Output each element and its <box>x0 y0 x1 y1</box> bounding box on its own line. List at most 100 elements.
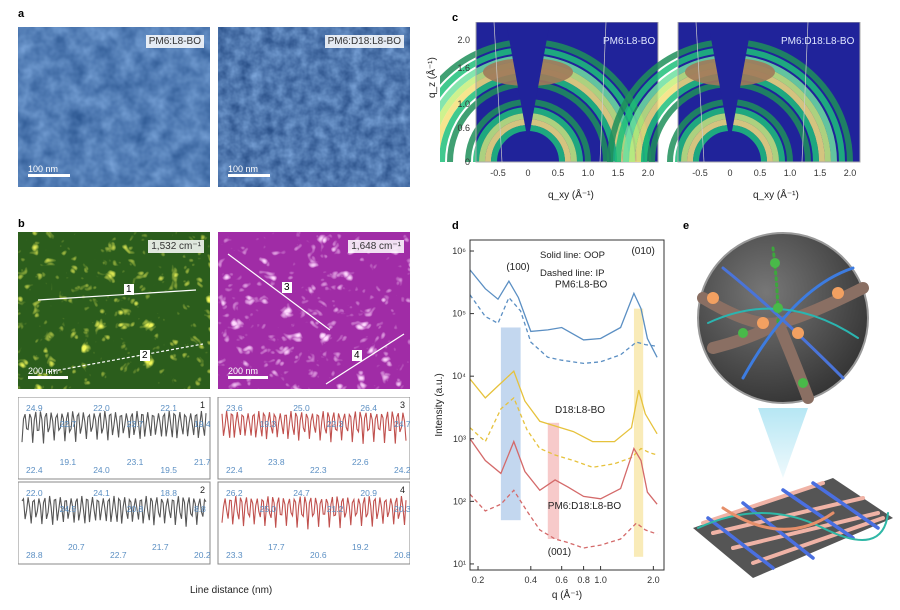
profile-trace-2 <box>21 495 207 527</box>
y-tick: 10⁶ <box>452 246 466 256</box>
profile-value: 21.7 <box>194 457 211 467</box>
afm-image-pm6-d18-l8bo: PM6:D18:L8-BO 100 nm <box>218 27 410 187</box>
profile-value: 19.2 <box>352 542 369 552</box>
profile-id-4: 4 <box>400 485 405 495</box>
afm-texture <box>18 27 210 187</box>
profile-xtick: 200 <box>281 571 296 572</box>
afm-texture-2 <box>218 27 410 187</box>
series-label: D18:L8-BO <box>555 405 605 416</box>
afm-label-2: PM6:D18:L8-BO <box>324 35 404 48</box>
profile-value: 22.3 <box>310 465 327 475</box>
line-label-4: 4 <box>352 350 362 361</box>
giwaxs-ytick: 0.6 <box>457 123 470 133</box>
series-label: PM6:L8-BO <box>555 280 607 291</box>
panel-label-e: e <box>683 220 690 232</box>
profile-frame-2 <box>18 481 211 565</box>
profile-value: 26.2 <box>226 488 243 498</box>
giwaxs-xtick: -0.5 <box>490 168 506 178</box>
series-label: PM6:D18:L8-BO <box>548 501 622 512</box>
line-1 <box>37 289 197 301</box>
charge-carriers <box>707 258 844 388</box>
profile-value: 20.8 <box>127 504 144 514</box>
profile-value: 23.6 <box>226 403 243 413</box>
profile-trace-3 <box>221 410 407 444</box>
band-100 <box>500 327 521 521</box>
profile-value: 22.0 <box>26 488 43 498</box>
sphere-fibers <box>697 246 869 404</box>
profile-value: 20.6 <box>310 550 327 560</box>
profile-id-2: 2 <box>200 485 205 495</box>
profile-trace-4 <box>221 496 407 530</box>
giwaxs-xlabel-1: q_xy (Å⁻¹) <box>548 190 594 201</box>
panel-label-d: d <box>452 220 459 232</box>
series-1 <box>469 294 658 365</box>
profile-xtick: 400 <box>343 571 358 572</box>
line-profiles: 1 24.9 22.7 22.0 23.7 22.1 19.4 22.4 19.1 24.0 23.… <box>18 397 410 572</box>
plot-frame <box>469 239 665 571</box>
scale-bar-b1: 200 nm <box>28 366 68 379</box>
profile-value: 22.7 <box>60 419 77 429</box>
line-4 <box>325 333 405 385</box>
profile-value: 24.2 <box>394 465 410 475</box>
x-tick: 0.2 <box>472 575 485 585</box>
profile-value: 8.8 <box>194 504 206 514</box>
legend-ip: Dashed line: IP <box>540 268 605 279</box>
profile-value: 26.4 <box>360 403 377 413</box>
ir-map-texture-2 <box>218 232 410 389</box>
profile-value: 22.7 <box>110 550 127 560</box>
scale-text-b1: 200 nm <box>28 366 59 376</box>
profile-xtick: 200 <box>81 571 96 572</box>
profile-value: 24.5 <box>60 504 77 514</box>
scale-text-b2: 200 nm <box>228 366 259 376</box>
y-tick: 10⁴ <box>452 371 466 381</box>
giwaxs-xtick: 0.5 <box>552 168 565 178</box>
profile-value: 19.3 <box>260 419 277 429</box>
profile-value: 24.7 <box>394 419 410 429</box>
giwaxs-ytick: 1.6 <box>457 63 470 73</box>
giwaxs-xtick: 2.0 <box>642 168 655 178</box>
giwaxs-ytick: 1.0 <box>457 99 470 109</box>
profile-value: 22.4 <box>26 465 43 475</box>
ir-map-1648: 1,648 cm⁻¹ 3 4 200 nm <box>218 232 410 389</box>
profile-value: 21.2 <box>327 504 344 514</box>
line-label-1: 1 <box>124 284 134 295</box>
wavenumber-1532: 1,532 cm⁻¹ <box>148 240 204 253</box>
ir-map-texture-1 <box>18 232 210 389</box>
profile-value: 28.8 <box>26 550 43 560</box>
profile-value: 19.5 <box>160 465 177 475</box>
profile-value: 20.9 <box>360 488 377 498</box>
network-fibers <box>697 481 889 570</box>
series-5 <box>469 489 658 549</box>
giwaxs-ytick: 0 <box>465 157 470 167</box>
profile-value: 21.7 <box>152 542 169 552</box>
profile-xtick: 500 <box>373 571 388 572</box>
profile-value: 19.1 <box>60 457 77 467</box>
peak-label: (100) <box>506 262 529 273</box>
profile-value: 22.4 <box>226 465 243 475</box>
profile-xtick: 0 <box>20 571 25 572</box>
profile-value: 23.7 <box>127 419 144 429</box>
scale-text-a1: 100 nm <box>28 164 59 174</box>
profile-value: 20.7 <box>68 542 85 552</box>
y-tick: 10² <box>453 496 466 506</box>
afm-label-1: PM6:L8-BO <box>145 35 204 48</box>
giwaxs-xlabel-2: q_xy (Å⁻¹) <box>753 190 799 201</box>
giwaxs-label-2: PM6:D18:L8-BO <box>781 36 855 47</box>
profile-value: 23.8 <box>268 457 285 467</box>
profile-xtick: 300 <box>312 571 327 572</box>
magnify-cone <box>758 408 808 478</box>
panel-label-c: c <box>452 12 459 24</box>
profile-xtick: 400 <box>143 571 158 572</box>
profile-xtick: 0 <box>220 571 225 572</box>
peak-label: (001) <box>548 547 571 558</box>
giwaxs-xtick: 2.0 <box>844 168 857 178</box>
scale-bar-b2: 200 nm <box>228 366 268 379</box>
profile-xtick: 500 <box>173 571 188 572</box>
series-2 <box>469 370 658 443</box>
profile-value: 22.6 <box>352 457 369 467</box>
profile-xtick: 100 <box>251 571 266 572</box>
x-tick: 2.0 <box>647 575 660 585</box>
profile-value: 22.3 <box>327 419 344 429</box>
profile-trace-1 <box>21 410 207 444</box>
profile-value: 20.8 <box>394 550 410 560</box>
